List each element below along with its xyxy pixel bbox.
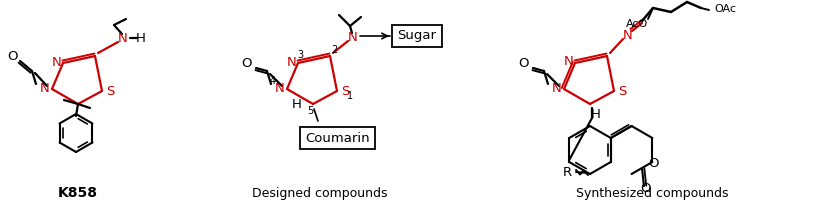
Text: O: O [7, 50, 17, 62]
Text: N: N [623, 28, 633, 42]
Text: O: O [648, 157, 658, 169]
Text: Coumarin: Coumarin [306, 131, 370, 145]
Text: N: N [564, 54, 574, 68]
Text: OAc: OAc [714, 4, 736, 14]
Text: N: N [348, 31, 358, 43]
Text: N: N [275, 81, 284, 95]
FancyBboxPatch shape [392, 25, 442, 47]
Text: N: N [52, 55, 62, 69]
FancyBboxPatch shape [300, 127, 375, 149]
Text: Synthesized compounds: Synthesized compounds [576, 187, 729, 199]
Text: K858: K858 [58, 186, 98, 200]
Text: H: H [292, 97, 302, 111]
Text: 2: 2 [331, 45, 337, 55]
Text: AcO: AcO [626, 19, 648, 29]
Text: 1: 1 [347, 91, 353, 101]
Text: 3: 3 [297, 50, 303, 60]
Text: N: N [41, 81, 50, 95]
Text: S: S [341, 84, 349, 97]
Text: O: O [641, 183, 651, 196]
Text: N: N [287, 55, 297, 69]
Text: S: S [618, 84, 626, 97]
Text: S: S [106, 84, 114, 97]
Text: N: N [118, 31, 128, 45]
Text: R: R [562, 165, 571, 179]
Text: Sugar: Sugar [398, 28, 437, 42]
Text: H: H [591, 107, 601, 120]
Text: H: H [136, 31, 146, 45]
Text: N: N [552, 81, 562, 95]
Text: O: O [241, 57, 252, 69]
Text: 5: 5 [307, 106, 313, 116]
Text: 4: 4 [270, 76, 276, 86]
Text: Designed compounds: Designed compounds [252, 187, 388, 199]
Text: O: O [519, 57, 529, 69]
